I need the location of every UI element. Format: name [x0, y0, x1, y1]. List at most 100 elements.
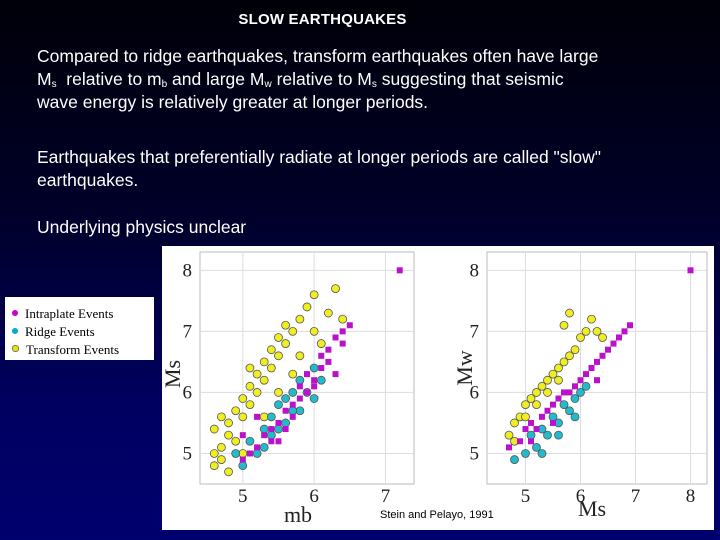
- data-point-intraplate: [572, 383, 578, 390]
- y-tick-label: 8: [183, 260, 193, 281]
- data-point-intraplate: [550, 419, 556, 426]
- data-point-transform: [521, 412, 530, 422]
- data-point-ridge: [532, 442, 541, 452]
- data-point-intraplate: [687, 267, 694, 274]
- data-point-intraplate: [599, 352, 606, 359]
- data-point-ridge: [570, 394, 580, 403]
- data-point-intraplate: [566, 389, 573, 396]
- data-point-ridge: [281, 418, 290, 428]
- x-axis-label: mb: [284, 502, 312, 527]
- y-tick-label: 6: [183, 382, 193, 403]
- data-point-transform: [548, 369, 558, 379]
- x-tick-label: 6: [309, 486, 319, 507]
- data-point-intraplate: [296, 395, 303, 402]
- data-point-ridge: [259, 424, 269, 434]
- data-point-transform: [274, 388, 283, 397]
- data-point-ridge: [281, 394, 290, 403]
- data-point-transform: [274, 333, 283, 342]
- data-point-ridge: [274, 400, 283, 410]
- data-point-transform: [504, 430, 514, 440]
- p1-line3: wave energy is relatively greater at lon…: [37, 92, 429, 112]
- data-point-intraplate: [517, 438, 523, 445]
- y-tick-label: 5: [470, 443, 480, 464]
- data-point-ridge: [288, 388, 298, 397]
- data-point-transform: [587, 314, 596, 324]
- data-point-intraplate: [396, 267, 403, 274]
- data-point-transform: [266, 363, 276, 373]
- data-point-intraplate: [627, 322, 633, 329]
- x-tick-label: 7: [381, 486, 391, 507]
- data-point-ridge: [316, 375, 326, 385]
- data-point-intraplate: [594, 358, 600, 365]
- data-point-intraplate: [332, 334, 339, 341]
- plot-frame-right: [486, 251, 708, 485]
- data-point-transform: [288, 369, 298, 379]
- data-point-transform: [570, 345, 580, 355]
- data-point-ridge: [554, 430, 563, 440]
- data-point-ridge: [238, 461, 248, 471]
- data-point-ridge: [521, 449, 530, 458]
- data-point-transform: [598, 333, 607, 342]
- data-point-intraplate: [332, 371, 339, 378]
- data-point-transform: [266, 345, 276, 355]
- y-tick-label: 6: [470, 382, 480, 403]
- legend-item-intraplate: Intraplate Events: [12, 305, 113, 323]
- legend-item-transform: Transform Events: [12, 341, 119, 359]
- slide-title: SLOW EARTHQUAKES: [238, 11, 407, 28]
- data-point-intraplate: [325, 346, 332, 353]
- data-point-ridge: [295, 375, 305, 385]
- data-point-intraplate: [254, 444, 261, 451]
- data-point-intraplate: [605, 346, 611, 353]
- data-point-transform: [521, 400, 530, 410]
- data-point-intraplate: [282, 407, 289, 414]
- data-point-transform: [554, 363, 563, 373]
- data-point-intraplate: [555, 395, 562, 402]
- data-point-transform: [526, 394, 536, 403]
- data-point-intraplate: [296, 383, 303, 390]
- data-point-intraplate: [533, 426, 540, 433]
- data-point-ridge: [259, 442, 269, 452]
- data-point-ridge: [510, 455, 519, 464]
- data-point-intraplate: [311, 377, 318, 384]
- paragraph-physics: Underlying physics unclear: [37, 217, 247, 237]
- data-point-intraplate: [304, 371, 310, 378]
- data-point-ridge: [309, 394, 319, 403]
- data-point-intraplate: [275, 419, 282, 426]
- data-point-transform: [295, 351, 305, 361]
- data-point-ridge: [274, 424, 283, 434]
- data-point-transform: [245, 400, 255, 410]
- data-point-ridge: [526, 430, 536, 440]
- data-point-transform: [543, 388, 552, 397]
- data-point-intraplate: [339, 340, 346, 347]
- data-point-transform: [224, 418, 233, 428]
- data-point-ridge: [309, 363, 319, 373]
- data-point-intraplate: [318, 352, 325, 359]
- x-tick-label: 7: [631, 486, 641, 507]
- data-point-transform: [252, 369, 262, 379]
- data-point-transform: [209, 449, 219, 458]
- data-point-transform: [510, 418, 519, 428]
- data-point-intraplate: [318, 365, 325, 371]
- x-tick-label: 5: [238, 486, 248, 507]
- legend-item-ridge: Ridge Events: [12, 323, 95, 341]
- data-point-intraplate: [275, 438, 282, 445]
- x-tick-label: 6: [576, 486, 586, 507]
- data-point-ridge: [252, 449, 262, 458]
- data-point-transform: [245, 363, 255, 373]
- data-point-transform: [554, 375, 563, 385]
- data-point-transform: [231, 406, 241, 416]
- x-tick-label: 8: [686, 486, 696, 507]
- y-tick-label: 5: [183, 443, 193, 464]
- data-point-transform: [331, 284, 340, 294]
- data-point-intraplate: [610, 340, 617, 347]
- data-point-transform: [217, 455, 226, 464]
- data-point-transform: [259, 375, 269, 385]
- x-tick-label: 5: [521, 486, 531, 507]
- data-point-intraplate: [522, 426, 529, 433]
- data-point-transform: [288, 326, 298, 336]
- data-point-ridge: [537, 449, 547, 458]
- data-point-transform: [224, 430, 233, 440]
- data-point-intraplate: [621, 328, 628, 335]
- data-point-intraplate: [616, 334, 622, 341]
- data-point-ridge: [570, 412, 580, 422]
